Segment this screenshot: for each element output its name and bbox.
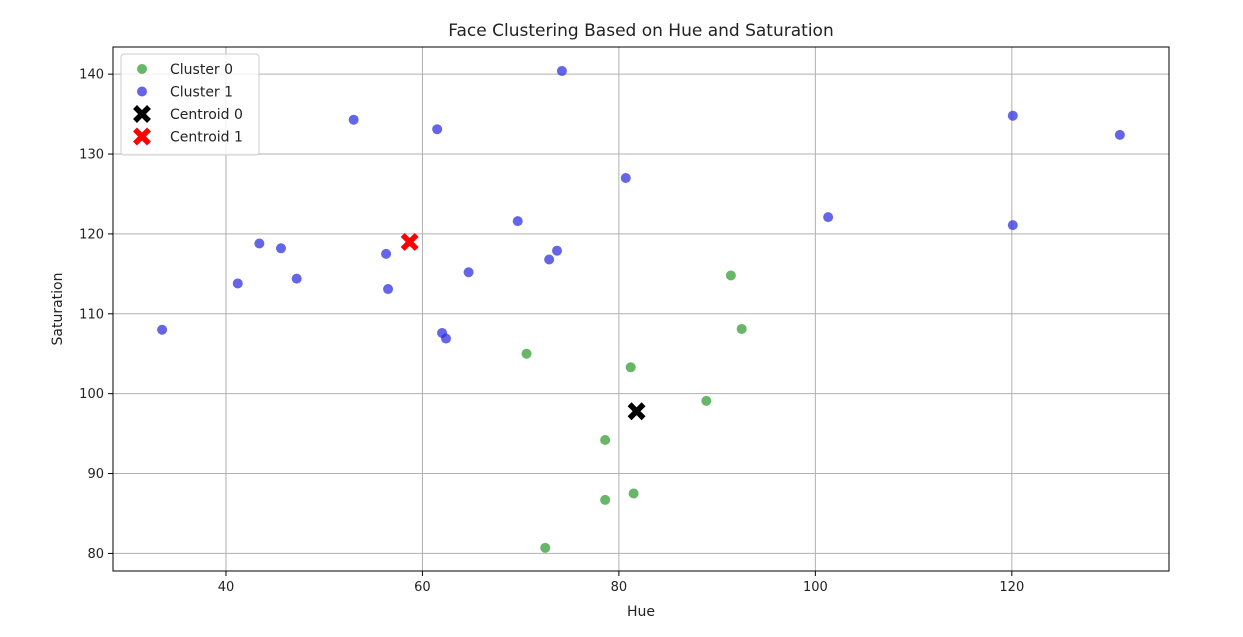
legend-box xyxy=(120,53,260,156)
y-tick-label: 100 xyxy=(79,387,104,402)
legend-marker-centroid-1 xyxy=(133,127,151,146)
centroid-1-marker xyxy=(400,232,419,251)
cluster-0-point xyxy=(521,348,532,359)
y-tick-label: 130 xyxy=(79,148,104,163)
cluster-0-point xyxy=(701,395,712,406)
y-tick-label: 140 xyxy=(79,68,104,83)
y-tick-label: 120 xyxy=(79,227,104,242)
cluster-1-point xyxy=(823,212,834,223)
cluster-1-point xyxy=(348,114,359,125)
cluster-1-point xyxy=(544,254,555,265)
cluster-1-point xyxy=(552,245,563,256)
cluster-0-point xyxy=(540,542,551,553)
cluster-1-point xyxy=(441,333,452,344)
cluster-1-point xyxy=(1007,110,1018,121)
cluster-1-point xyxy=(275,243,286,254)
cluster-0-point xyxy=(736,323,747,334)
y-tick-label: 110 xyxy=(79,307,104,322)
legend-label: Centroid 0 xyxy=(170,107,243,123)
legend-marker-centroid-0 xyxy=(133,105,151,123)
legend-label: Cluster 1 xyxy=(170,85,233,101)
cluster-1-point xyxy=(157,324,168,335)
x-tick-label: 100 xyxy=(803,580,828,595)
cluster-1-point xyxy=(381,248,392,259)
y-tick-label: 80 xyxy=(87,547,104,562)
legend-label: Cluster 0 xyxy=(170,62,233,78)
cluster-1-point xyxy=(254,238,265,249)
chart-title: Face Clustering Based on Hue and Saturat… xyxy=(448,21,833,41)
x-tick-label: 60 xyxy=(414,580,431,595)
x-tick-label: 120 xyxy=(999,580,1024,595)
y-axis-label: Saturation xyxy=(50,273,66,346)
cluster-0-point xyxy=(628,488,639,499)
y-tick-label: 90 xyxy=(87,467,104,482)
legend-label: Centroid 1 xyxy=(170,130,243,146)
cluster-0-point xyxy=(600,435,611,445)
cluster-1-point xyxy=(291,273,302,284)
plot-frame xyxy=(112,46,1170,572)
cluster-1-point xyxy=(232,278,243,289)
x-tick-label: 80 xyxy=(611,580,628,595)
cluster-1-point xyxy=(463,267,474,278)
cluster-1-point xyxy=(512,216,523,227)
cluster-1-point xyxy=(620,173,631,183)
cluster-0-point xyxy=(725,270,736,281)
cluster-1-point xyxy=(1007,220,1018,231)
cluster-1-point xyxy=(556,65,567,76)
cluster-1-point xyxy=(432,124,443,135)
cluster-1-point xyxy=(383,284,394,295)
data-points xyxy=(157,65,1125,553)
cluster-0-point xyxy=(625,362,636,373)
legend-marker-cluster-0 xyxy=(137,64,147,74)
x-axis-label: Hue xyxy=(627,604,655,620)
x-tick-label: 40 xyxy=(218,580,235,595)
cluster-0-point xyxy=(600,494,611,505)
legend: Cluster 0 Cluster 1 Centroid 0 Centroid 1 xyxy=(120,53,260,156)
centroid-0-marker xyxy=(627,402,646,421)
cluster-1-point xyxy=(1114,129,1125,140)
axis-ticks: 40 60 80 100 120 80 90 100 110 120 130 140 xyxy=(79,68,1024,595)
legend-marker-cluster-1 xyxy=(137,86,147,97)
grid-lines xyxy=(113,47,1169,571)
